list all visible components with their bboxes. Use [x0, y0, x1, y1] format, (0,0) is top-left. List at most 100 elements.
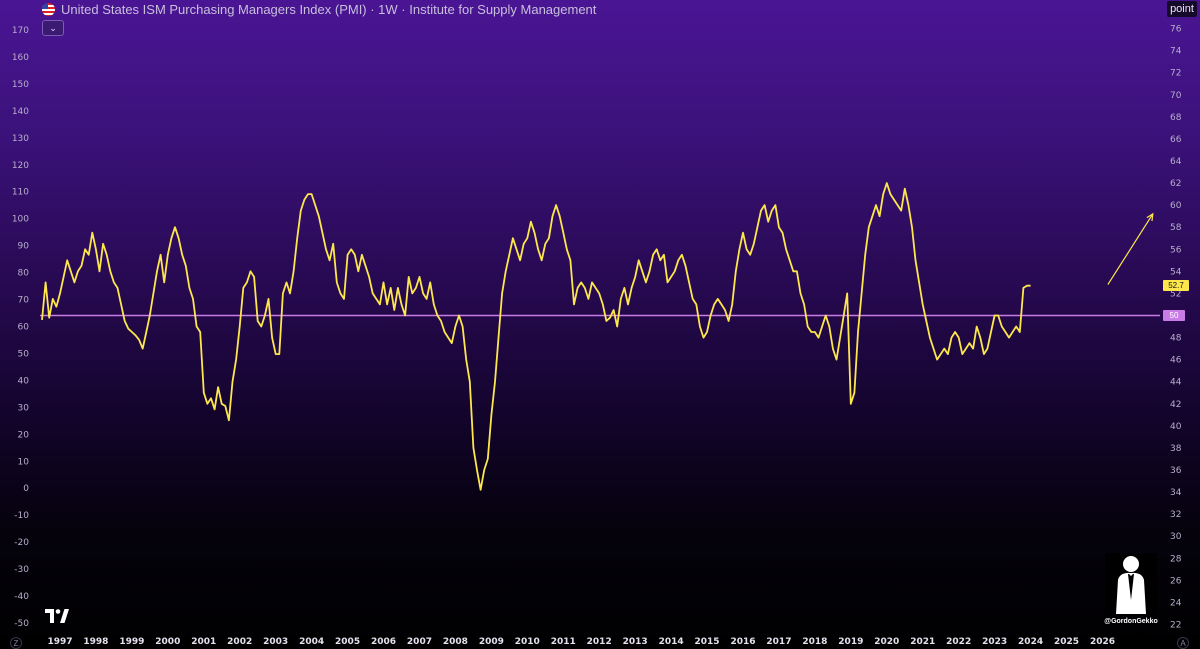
time-axis-tick-label: 2013 [623, 637, 648, 647]
last-value-label: 52.7 [1163, 280, 1189, 292]
arrow-shaft [1107, 213, 1154, 285]
left-axis-tick-label: 10 [18, 457, 30, 467]
left-axis-tick-label: 80 [18, 269, 30, 279]
right-axis-tick-label: 22 [1170, 620, 1181, 630]
time-axis-tick-label: 2021 [910, 637, 935, 647]
time-axis-tick-label: 2025 [1054, 637, 1079, 647]
right-axis-tick-label: 56 [1170, 245, 1182, 255]
time-axis-tick-label: 2014 [659, 637, 684, 647]
right-axis-tick-label: 46 [1170, 356, 1182, 366]
left-axis: 1701601501401301201101009080706050403020… [12, 26, 29, 629]
time-axis-tick-label: 2001 [191, 637, 216, 647]
right-axis-tick-label: 36 [1170, 466, 1182, 476]
tradingview-logo-icon[interactable] [45, 609, 69, 623]
right-axis-tick-label: 72 [1170, 69, 1181, 79]
left-axis-tick-label: 160 [12, 53, 29, 63]
corner-right-label: A [1180, 638, 1186, 648]
pmi-series-line [41, 182, 1031, 491]
right-axis-tick-label: 70 [1170, 91, 1182, 101]
right-axis-tick-label: 42 [1170, 400, 1181, 410]
right-axis-tick-label: 44 [1170, 378, 1182, 388]
right-axis-tick-label: 54 [1170, 267, 1182, 277]
right-axis-tick-label: 24 [1170, 598, 1182, 608]
right-axis-tick-label: 64 [1170, 157, 1182, 167]
pmi-series-group [41, 182, 1031, 491]
right-axis-tick-label: 28 [1170, 554, 1182, 564]
time-axis-tick-label: 2003 [263, 637, 288, 647]
right-axis-tick-label: 52 [1170, 289, 1181, 299]
time-axis-tick-label: 2005 [335, 637, 360, 647]
left-axis-tick-label: 70 [18, 296, 30, 306]
time-axis-tick-label: 1999 [119, 637, 144, 647]
time-axis-tick-label: 2004 [299, 637, 324, 647]
left-axis-tick-label: 170 [12, 26, 29, 36]
author-watermark: @GordonGekko [1102, 552, 1160, 632]
time-axis-tick-label: 2002 [227, 637, 252, 647]
left-axis-tick-label: -50 [14, 619, 29, 629]
last-value-text: 52.7 [1168, 281, 1184, 291]
time-axis-tick-label: 1998 [83, 637, 108, 647]
left-axis-tick-label: -10 [14, 511, 29, 521]
collapse-legend-button[interactable]: ⌄ [42, 20, 64, 36]
time-axis-tick-label: 2022 [946, 637, 971, 647]
left-axis-tick-label: 0 [23, 484, 29, 494]
time-axis-tick-label: 2010 [515, 637, 540, 647]
silhouette-logo-icon [1105, 553, 1157, 615]
unit-label: point [1170, 3, 1194, 15]
trend-arrow-annotation [1107, 212, 1154, 285]
left-axis-tick-label: 100 [12, 215, 29, 225]
left-axis-tick-label: -30 [14, 565, 29, 575]
time-axis-tick-label: 2000 [155, 637, 180, 647]
left-axis-tick-label: 30 [18, 403, 30, 413]
right-axis-tick-label: 26 [1170, 576, 1182, 586]
left-axis-tick-label: -20 [14, 538, 29, 548]
right-axis-tick-label: 76 [1170, 25, 1182, 35]
left-axis-tick-label: 50 [18, 349, 30, 359]
time-axis-tick-label: 2008 [443, 637, 468, 647]
corner-left-label: Z [13, 638, 19, 648]
time-axis-tick-label: 2012 [587, 637, 612, 647]
right-axis-tick-label: 58 [1170, 223, 1182, 233]
chevron-down-icon: ⌄ [49, 22, 57, 33]
us-flag-icon [42, 2, 55, 16]
arrow-head [1146, 212, 1154, 221]
unit-label-button[interactable]: point [1167, 1, 1197, 17]
left-axis-tick-label: -40 [14, 592, 29, 602]
chart-header: United States ISM Purchasing Managers In… [42, 1, 596, 17]
auto-scale-button[interactable]: A [1177, 637, 1189, 649]
time-axis-tick-label: 2020 [874, 637, 899, 647]
right-axis-tick-label: 62 [1170, 179, 1181, 189]
left-axis-tick-label: 60 [18, 323, 30, 333]
right-axis-tick-label: 60 [1170, 201, 1182, 211]
right-axis-tick-label: 30 [1170, 532, 1182, 542]
time-axis-tick-label: 2017 [766, 637, 791, 647]
zoom-reset-button[interactable]: Z [10, 637, 22, 649]
left-axis-tick-label: 90 [18, 242, 30, 252]
time-axis-tick-label: 2015 [695, 637, 720, 647]
right-axis-tick-label: 68 [1170, 113, 1182, 123]
time-axis-tick-label: 2009 [479, 637, 504, 647]
time-axis-tick-label: 2019 [838, 637, 863, 647]
time-axis-tick-label: 2018 [802, 637, 827, 647]
time-axis-tick-label: 2024 [1018, 637, 1043, 647]
reference-value-label: 50 [1163, 309, 1185, 321]
right-axis-tick-label: 32 [1170, 510, 1181, 520]
time-axis-tick-label: 2016 [730, 637, 755, 647]
time-axis-tick-label: 2011 [551, 637, 576, 647]
time-axis-tick-label: 2023 [982, 637, 1007, 647]
time-axis: 1997 1998 1999 2000 2001 2002 2003 2004 2005 2006… [47, 637, 1115, 647]
right-axis: 76 74 72 70 68 66 64 62 60 58 56 54 52 50 48 46 44 42 40 38… [1170, 25, 1182, 631]
left-axis-tick-label: 120 [12, 161, 29, 171]
time-axis-tick-label: 2007 [407, 637, 432, 647]
left-axis-tick-label: 130 [12, 134, 29, 144]
right-axis-tick-label: 40 [1170, 422, 1182, 432]
left-axis-tick-label: 150 [12, 80, 29, 90]
right-axis-tick-label: 34 [1170, 488, 1182, 498]
left-axis-tick-label: 40 [18, 376, 30, 386]
right-axis-tick-label: 74 [1170, 47, 1182, 57]
chart-title: United States ISM Purchasing Managers In… [61, 1, 597, 17]
time-axis-tick-label: 2006 [371, 637, 396, 647]
reference-value-text: 50 [1169, 310, 1179, 320]
right-axis-tick-label: 38 [1170, 444, 1182, 454]
